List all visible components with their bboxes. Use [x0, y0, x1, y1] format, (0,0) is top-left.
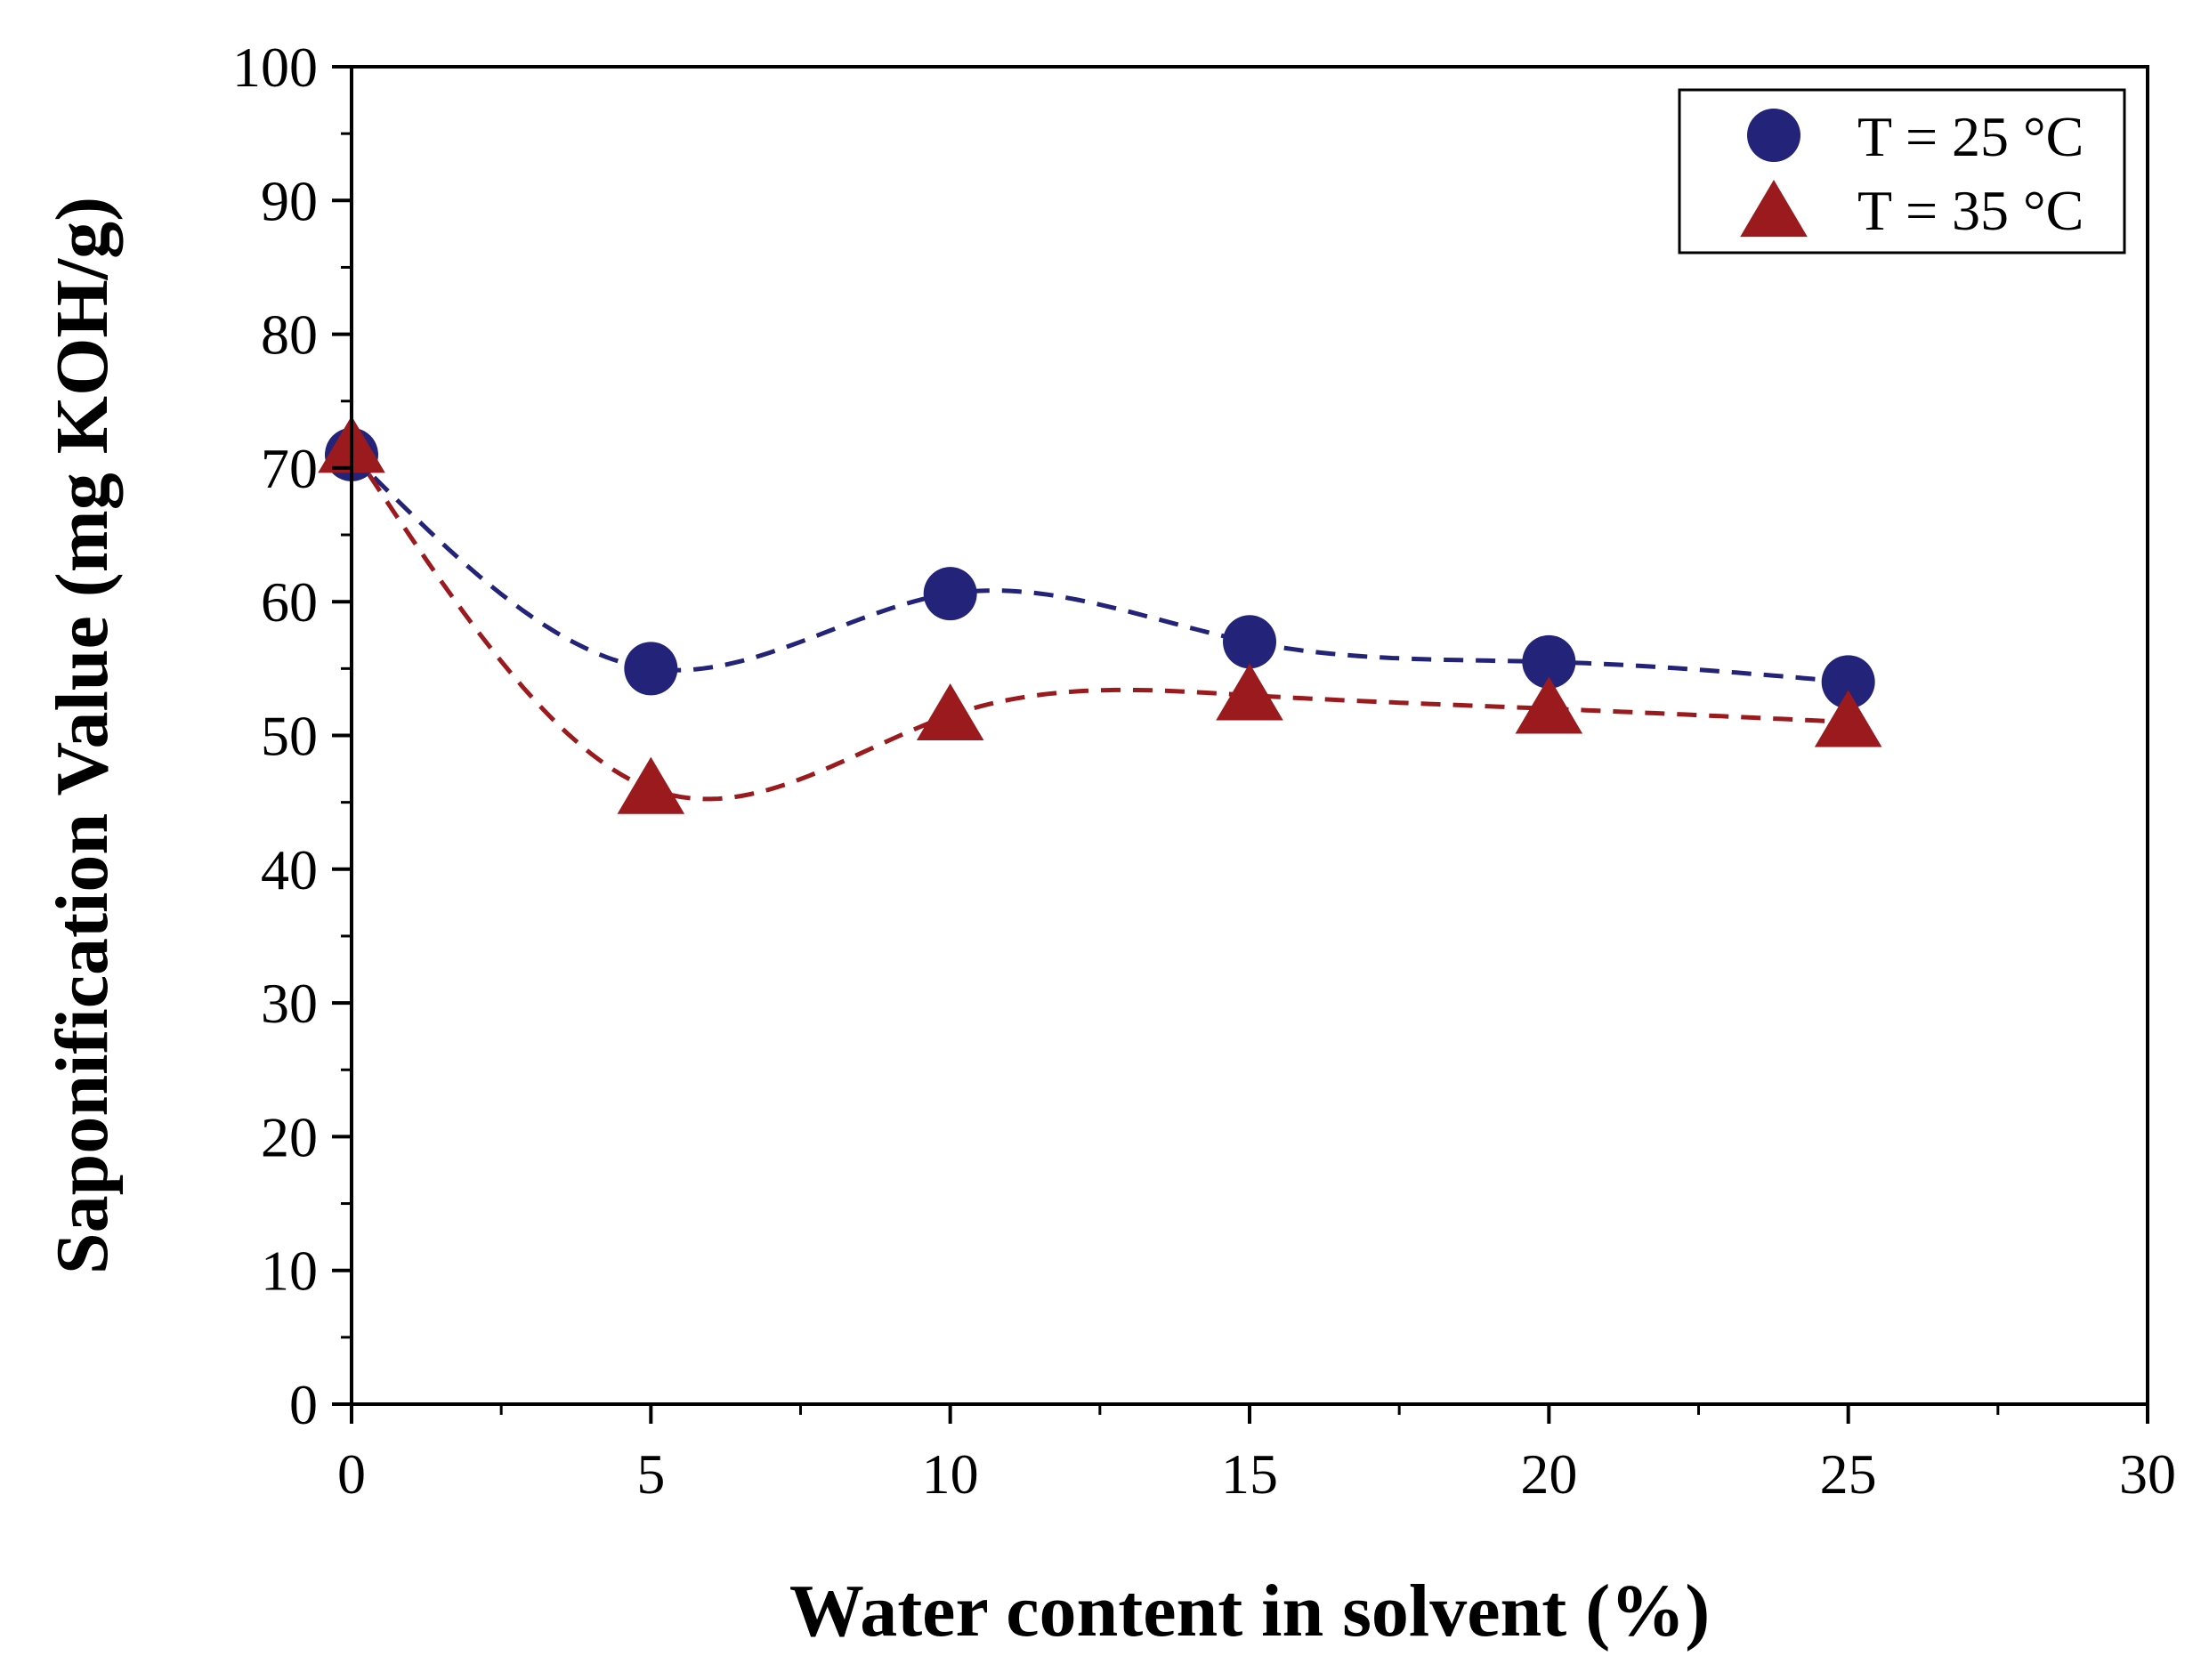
fit-line-25c	[350, 453, 1849, 684]
point-25c	[1522, 634, 1576, 689]
y-tick-label: 70	[261, 437, 318, 500]
fit-line-35c	[349, 447, 1849, 802]
legend: T = 25 °C T = 35 °C	[1678, 88, 2126, 254]
y-tick-label: 0	[289, 1373, 318, 1436]
fit-lines	[349, 447, 1849, 802]
point-35c	[1814, 690, 1882, 747]
point-35c	[916, 682, 984, 741]
y-tick-label: 60	[261, 570, 318, 634]
y-tick-label: 40	[261, 838, 318, 901]
x-tick-label: 30	[2119, 1442, 2176, 1506]
y-tick-label: 90	[261, 169, 318, 232]
point-25c	[923, 567, 977, 621]
point-25c	[1821, 655, 1875, 709]
y-tick-label: 10	[261, 1240, 318, 1303]
y-tick-label: 20	[261, 1105, 318, 1168]
y-axis-title: Saponification Value (mg KOH/g)	[41, 197, 124, 1274]
x-tick-label: 15	[1221, 1442, 1278, 1506]
legend-label-35c: T = 35 °C	[1857, 179, 2084, 242]
y-axis-ticks: 0 10 20 30 40 50 60 70 80 90 100	[232, 36, 352, 1436]
x-tick-label: 10	[922, 1442, 979, 1506]
point-35c	[1216, 663, 1283, 721]
x-tick-label: 20	[1520, 1442, 1577, 1506]
point-35c	[617, 756, 685, 814]
legend-marker-triangle	[1740, 180, 1808, 238]
x-tick-label: 25	[1820, 1442, 1877, 1506]
x-axis-title: Water content in solvent (%)	[789, 1570, 1710, 1652]
point-25c	[1223, 615, 1276, 669]
point-35c	[1515, 676, 1583, 734]
y-tick-label: 50	[261, 705, 318, 768]
y-tick-label: 30	[261, 972, 318, 1035]
x-tick-label: 5	[636, 1442, 665, 1506]
legend-marker-circle	[1747, 109, 1800, 162]
point-25c	[624, 642, 678, 696]
legend-label-25c: T = 25 °C	[1857, 105, 2084, 168]
x-tick-label: 0	[337, 1442, 366, 1506]
y-tick-label: 80	[261, 303, 318, 367]
y-tick-label: 100	[232, 36, 318, 99]
x-axis-ticks: 0 5 10 15 20 25 30	[337, 1404, 2176, 1506]
data-markers	[318, 416, 1882, 814]
